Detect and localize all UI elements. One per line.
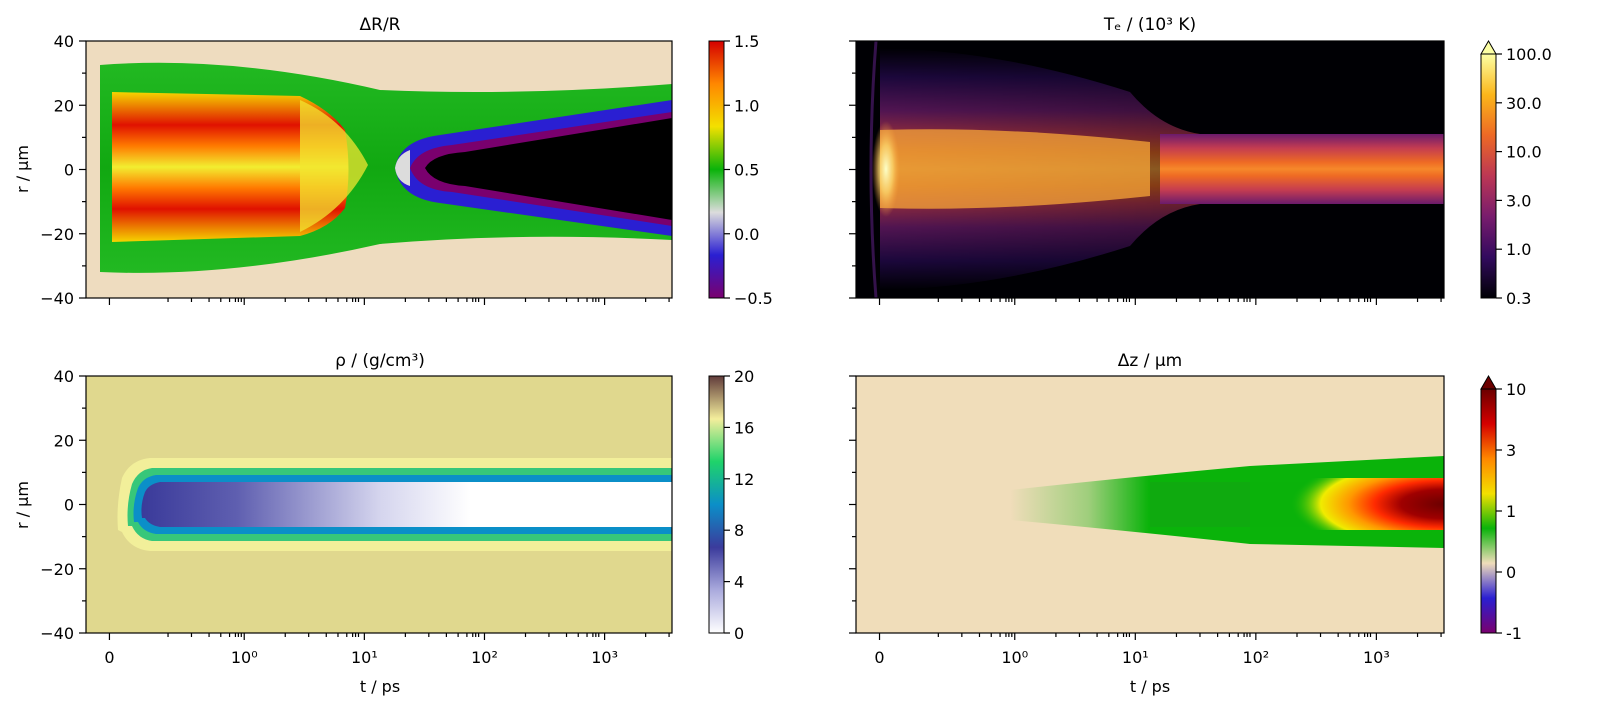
x-tick-label: 10² (471, 648, 498, 667)
colorbar-tick-label: -1 (1506, 624, 1522, 643)
x-axis-label-density: t / ps (360, 677, 400, 696)
heatmap-reflectivity (86, 41, 672, 298)
x-tick-label: 10³ (1363, 648, 1390, 667)
x-tick-label: 10⁰ (1001, 648, 1028, 667)
x-ticks-electron-temperature (878, 298, 1442, 305)
colorbar-tick-label: 3 (1506, 441, 1516, 460)
panel-title-reflectivity: ΔR/R (360, 15, 401, 35)
panel-reflectivity: ΔR/R r / µm 40 20 0 −20 −40 1.5 1.0 0.5 0.0 −0.5 (13, 15, 773, 308)
colorbar-tick-label: 0.5 (734, 161, 759, 180)
x-tick-label: 10¹ (1122, 648, 1149, 667)
heatmap-electron-temperature (856, 40, 1444, 299)
x-tick-label: 10³ (591, 648, 618, 667)
panel-title-displacement: Δz / µm (1118, 351, 1182, 371)
colorbar-tick-label: 1.0 (1506, 240, 1531, 259)
colorbar-tick-label: 0 (734, 624, 744, 643)
colorbar-reflectivity: 1.5 1.0 0.5 0.0 −0.5 (708, 32, 773, 308)
y-ticks-reflectivity: 40 20 0 −20 −40 (40, 32, 86, 308)
heatmap-density (86, 376, 672, 633)
colorbar-tick-label: 0 (1506, 563, 1516, 582)
y-ticks-electron-temperature (849, 40, 856, 299)
y-tick-label: −40 (40, 624, 74, 643)
colorbar-tick-label: 8 (734, 521, 744, 540)
x-ticks-density: 0 10⁰ 10¹ 10² 10³ (104, 633, 670, 667)
colorbar-tick-label: 10 (1506, 380, 1526, 399)
y-ticks-density: 40 20 0 −20 −40 (40, 367, 86, 643)
colorbar-tick-label: 0.0 (734, 225, 759, 244)
colorbar-density: 20 16 12 8 4 0 (708, 367, 754, 643)
colorbar-tick-label: −0.5 (734, 289, 773, 308)
panel-title-density: ρ / (g/cm³) (335, 351, 425, 371)
y-tick-label: 0 (64, 496, 74, 515)
x-ticks-reflectivity (108, 298, 670, 305)
x-axis-label-displacement: t / ps (1130, 677, 1170, 696)
colorbar-electron-temperature: 100.0 30.0 10.0 3.0 1.0 0.3 (1480, 39, 1552, 308)
x-tick-label: 10⁰ (231, 648, 258, 667)
x-tick-label: 10² (1242, 648, 1269, 667)
y-tick-label: 0 (64, 161, 74, 180)
colorbar-tick-label: 10.0 (1506, 143, 1542, 162)
colorbar-tick-label: 100.0 (1506, 45, 1552, 64)
colorbar-tick-label: 4 (734, 573, 744, 592)
colorbar-tick-label: 0.3 (1506, 289, 1531, 308)
x-tick-label: 0 (874, 648, 884, 667)
colorbar-tick-label: 3.0 (1506, 191, 1531, 210)
colorbar-tick-label: 1.5 (734, 32, 759, 51)
colorbar-tick-label: 12 (734, 470, 754, 489)
y-tick-label: 40 (54, 32, 74, 51)
y-ticks-displacement (849, 375, 856, 634)
colorbar-tick-label: 16 (734, 418, 754, 437)
y-tick-label: 20 (54, 431, 74, 450)
y-tick-label: −20 (40, 560, 74, 579)
colorbar-tick-label: 1.0 (734, 96, 759, 115)
y-tick-label: −40 (40, 289, 74, 308)
panel-title-electron-temperature: Tₑ / (10³ K) (1103, 15, 1196, 35)
y-tick-label: 20 (54, 96, 74, 115)
x-tick-label: 10¹ (351, 648, 378, 667)
y-axis-label-reflectivity: r / µm (13, 145, 32, 193)
y-tick-label: −20 (40, 225, 74, 244)
heatmap-displacement (856, 376, 1444, 633)
colorbar-tick-label: 20 (734, 367, 754, 386)
x-ticks-displacement: 0 10⁰ 10¹ 10² 10³ (874, 633, 1442, 667)
panel-electron-temperature: Tₑ / (10³ K) 100.0 30.0 10.0 3.0 1.0 0.3 (849, 15, 1552, 308)
colorbar-tick-label: 1 (1506, 502, 1516, 521)
x-tick-label: 0 (104, 648, 114, 667)
y-tick-label: 40 (54, 367, 74, 386)
colorbar-tick-label: 30.0 (1506, 94, 1542, 113)
y-axis-label-density: r / µm (13, 481, 32, 529)
